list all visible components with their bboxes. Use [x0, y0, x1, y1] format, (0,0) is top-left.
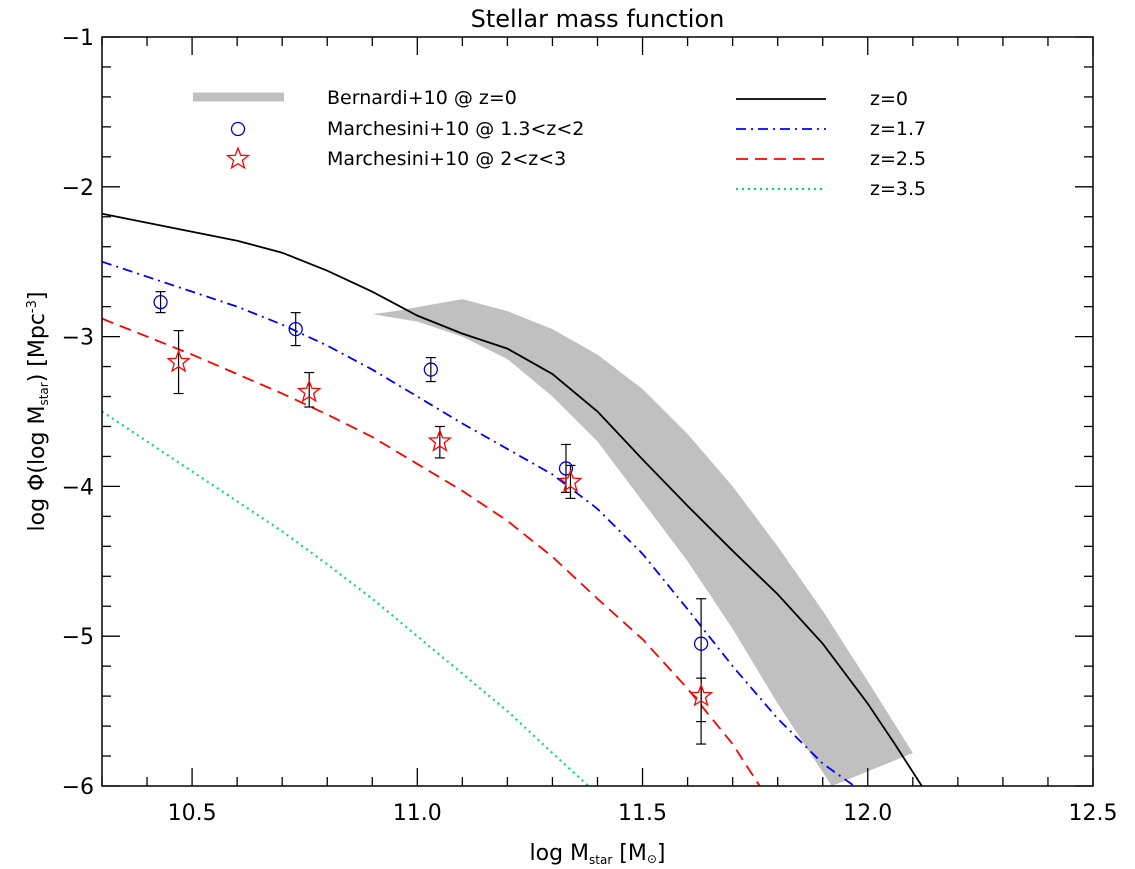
y-tick-label: −1 [62, 26, 94, 51]
star-point [558, 469, 583, 493]
y-tick-label: −4 [62, 475, 94, 500]
bernardi-band [372, 299, 913, 786]
y-axis-title-sub: star [37, 382, 51, 405]
legend-label-z0: z=0 [870, 88, 908, 110]
series-line-z17 [102, 260, 855, 786]
series-line-z35 [102, 410, 590, 786]
circle-point [153, 294, 168, 310]
legend-label-band: Bernardi+10 @ z=0 [327, 87, 517, 109]
y-axis-title-close: ) [25, 374, 50, 383]
star-point [166, 349, 191, 373]
y-tick-label: −6 [62, 775, 94, 800]
series-line-z25 [102, 317, 761, 786]
model-lines-layer [102, 212, 923, 786]
legend-label-z35: z=3.5 [870, 178, 926, 200]
x-tick-label: 10.5 [168, 801, 217, 826]
x-axis-title-unit-close: ] [657, 841, 666, 866]
y-tick-label: −3 [62, 326, 94, 351]
legend-label-z25: z=2.5 [870, 148, 926, 170]
star-point [296, 379, 322, 403]
legend-label-circle: Marchesini+10 @ 1.3<z<2 [327, 118, 584, 140]
chart-title: Stellar mass function [471, 5, 725, 33]
circle-point [288, 321, 303, 337]
x-tick-label: 11.5 [618, 801, 667, 826]
data-points-layer [153, 291, 714, 745]
legend-swatch-star [225, 146, 251, 170]
circle-point [558, 461, 574, 476]
x-axis-title-main: log M [530, 841, 590, 866]
star-point [688, 683, 714, 707]
x-tick-label: 12.0 [843, 801, 892, 826]
legend-swatch-circle [230, 121, 246, 137]
y-tick-label: −2 [62, 176, 94, 201]
y-axis-title: log Φ(log Mstar) [Mpc-3] [25, 292, 51, 532]
legend: Bernardi+10 @ z=0 Marchesini+10 @ 1.3<z<2… [193, 87, 926, 200]
x-axis-title-unit-sub: ⊙ [647, 852, 657, 866]
y-axis-title-unit-close: ] [25, 292, 50, 301]
legend-label-z17: z=1.7 [870, 118, 926, 140]
x-axis-title: log Mstar [M⊙] [530, 841, 666, 867]
circle-point [423, 362, 438, 377]
y-axis-title-unit-sup: -3 [25, 300, 40, 313]
y-tick-label: −5 [62, 625, 94, 650]
y-axis-title-unit: [Mpc [25, 313, 50, 367]
x-tick-label: 11.0 [393, 801, 442, 826]
bernardi-band-layer [372, 299, 913, 786]
y-axis-title-main: log Φ(log M [25, 406, 50, 532]
axis-ticks-layer [101, 36, 1094, 787]
x-tick-label: 12.5 [1069, 801, 1118, 826]
x-axis-title-unit: [M [619, 841, 647, 866]
legend-label-star: Marchesini+10 @ 2<z<3 [327, 148, 566, 170]
series-line-z0 [102, 212, 923, 786]
star-point [427, 428, 453, 452]
circle-point [693, 636, 709, 651]
x-axis-title-sub: star [589, 853, 612, 867]
